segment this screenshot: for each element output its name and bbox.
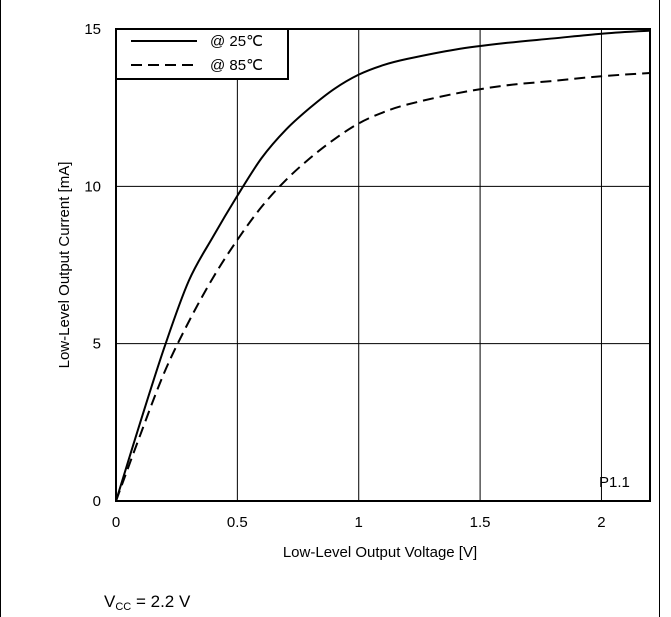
legend-label: @ 85℃ <box>210 57 263 74</box>
supply-voltage-note: VCC = 2.2 V <box>104 592 190 613</box>
series-line-25c <box>116 31 650 501</box>
legend-label: @ 25℃ <box>210 33 263 50</box>
x-axis-label: Low-Level Output Voltage [V] <box>283 544 477 561</box>
y-axis-label: Low-Level Output Current [mA] <box>56 162 73 369</box>
x-tick-label: 0.5 <box>227 514 248 531</box>
x-tick-label: 1 <box>355 514 363 531</box>
plot-annotation: P1.1 <box>599 474 630 491</box>
y-tick-label: 5 <box>93 336 101 353</box>
vcc-symbol: V <box>104 592 115 611</box>
vcc-subscript: CC <box>115 601 131 613</box>
series-line-85c <box>116 73 650 501</box>
y-tick-label: 15 <box>84 21 101 38</box>
vcc-value: = 2.2 V <box>131 592 190 611</box>
y-tick-label: 10 <box>84 178 101 195</box>
x-tick-label: 2 <box>597 514 605 531</box>
x-tick-label: 0 <box>112 514 120 531</box>
x-tick-label: 1.5 <box>470 514 491 531</box>
y-tick-label: 0 <box>93 493 101 510</box>
